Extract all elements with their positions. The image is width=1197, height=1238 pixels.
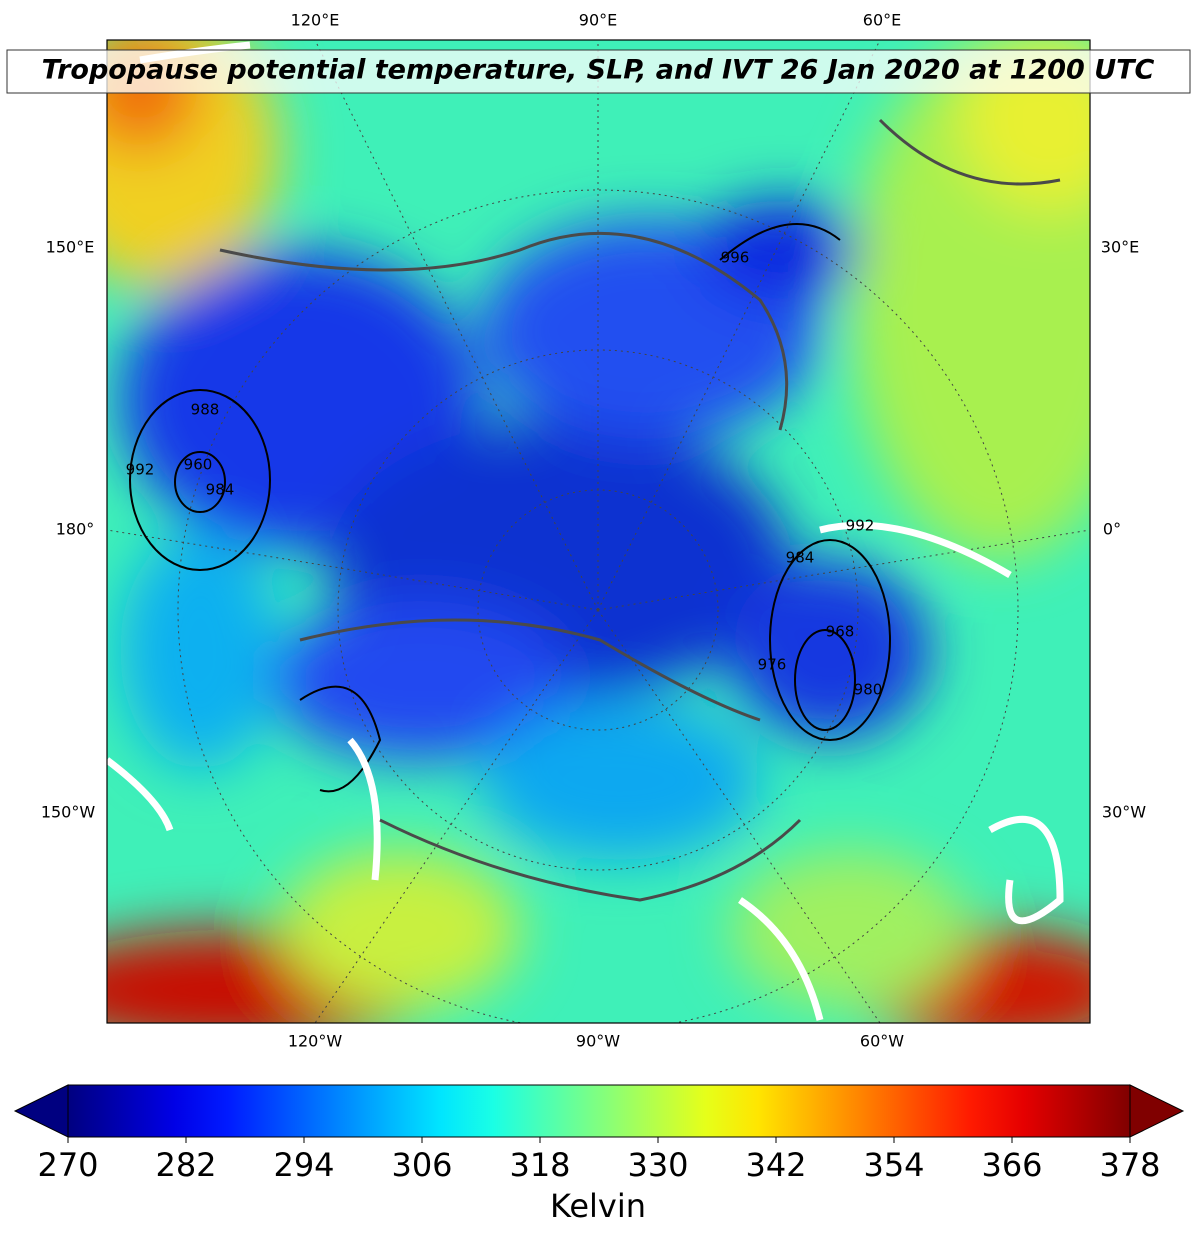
slp-contour-label: 988 (191, 401, 220, 419)
colorbar-tick-label: 354 (863, 1146, 924, 1184)
colorbar-tick-label: 318 (509, 1146, 570, 1184)
slp-contour-label: 992 (846, 517, 875, 535)
longitude-label: 150°W (41, 803, 96, 822)
slp-contour-label: 980 (854, 681, 883, 699)
colorbar-label: Kelvin (550, 1187, 646, 1225)
slp-contour-label: 984 (206, 481, 235, 499)
colorbar-extend-high (1129, 1084, 1185, 1138)
slp-contour-label: 968 (826, 623, 855, 641)
slp-contour-label: 976 (758, 656, 787, 674)
longitude-label: 90°W (576, 1032, 620, 1051)
longitude-label: 150°E (46, 238, 95, 257)
longitude-label: 0° (1103, 520, 1121, 539)
longitude-label: 180° (56, 520, 95, 539)
colorbar: Kelvin 270 282 294 306 318 330 342 354 366 378 (13, 1084, 1185, 1225)
longitude-label: 30°W (1102, 803, 1146, 822)
colorbar-tick-label: 306 (391, 1146, 452, 1184)
longitude-label: 90°E (579, 11, 617, 30)
title: Tropopause potential temperature, SLP, a… (42, 55, 1155, 86)
longitude-label: 60°E (863, 11, 901, 30)
longitude-label: 60°W (860, 1032, 904, 1051)
colorbar-tick-label: 270 (37, 1146, 98, 1184)
colorbar-tick-label: 378 (1099, 1146, 1160, 1184)
slp-contour-label: 996 (721, 249, 750, 267)
longitude-label: 120°W (288, 1032, 343, 1051)
slp-contour-label: 984 (786, 549, 815, 567)
colorbar-tick-label: 294 (273, 1146, 334, 1184)
longitude-label: 30°E (1101, 238, 1139, 257)
colorbar-tick-label: 282 (155, 1146, 216, 1184)
slp-contour-label: 960 (184, 456, 213, 474)
colorbar-tick-label: 366 (981, 1146, 1042, 1184)
colorbar-extend-low (13, 1084, 69, 1138)
colorbar-body (67, 1084, 1131, 1138)
map-labels: 120°E 90°E 60°E 120°W 90°W 60°W 150°E 180° 150°W… (41, 11, 1146, 1051)
colorbar-tick-label: 342 (745, 1146, 806, 1184)
map (107, 40, 1090, 1023)
slp-contour-label: 992 (126, 461, 155, 479)
colorbar-tick-label: 330 (627, 1146, 688, 1184)
longitude-label: 120°E (291, 11, 340, 30)
map-frame (106, 39, 1091, 1024)
title-box (6, 49, 1191, 94)
